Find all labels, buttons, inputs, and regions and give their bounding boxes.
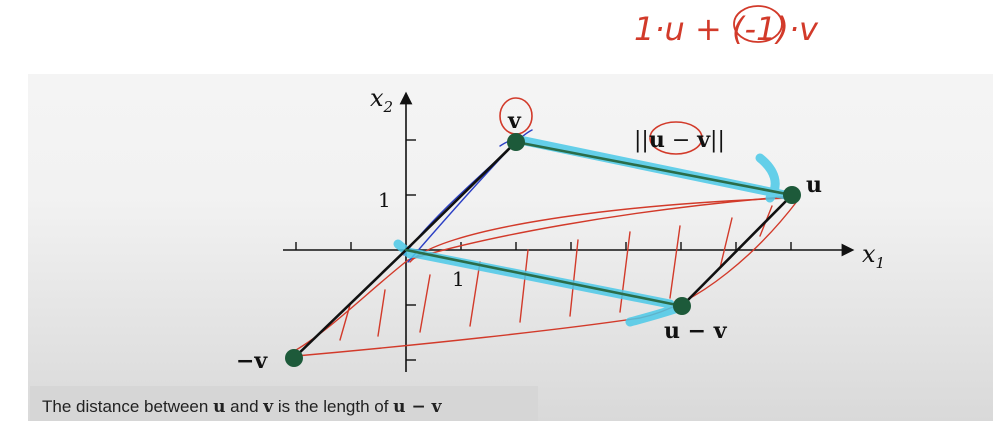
point-u — [783, 186, 801, 204]
vector-u-minus-v — [404, 248, 684, 308]
caption-mid1: and — [225, 397, 264, 416]
y-axis-label: x2 — [370, 84, 393, 116]
caption-expr: u − v — [393, 397, 442, 417]
slide-background — [28, 74, 993, 421]
point-v — [507, 133, 525, 151]
vector-neg-v — [292, 248, 408, 360]
caption-bar: The distance between u and v is the leng… — [30, 386, 538, 421]
tick-label-y-1: 1 — [378, 188, 391, 212]
label-neg-v: −v — [236, 348, 268, 374]
points — [285, 133, 801, 367]
label-u-minus-v: u − v — [664, 318, 728, 344]
segment-u-minus-v-to-u — [680, 193, 794, 308]
x-axis-sub: 1 — [876, 254, 886, 272]
segment-u-v — [514, 140, 794, 197]
svg-text:1·u + (-1)·v: 1·u + (-1)·v — [634, 10, 819, 48]
point-u-minus-v — [673, 297, 691, 315]
label-u: u — [806, 172, 822, 198]
caption-u: u — [213, 397, 226, 417]
label-v: v — [507, 108, 522, 134]
vector-v — [404, 140, 518, 252]
norm-label: ||u − v|| — [634, 127, 725, 153]
axis-ticks — [295, 139, 792, 361]
caption-pre: The distance between — [42, 397, 214, 416]
x-axis-label: x1 — [862, 240, 885, 272]
vectors — [292, 140, 794, 360]
y-axis-sub: 2 — [383, 98, 394, 116]
handwritten-formula: 1·u + (-1)·v — [634, 5, 819, 48]
tick-label-x-1: 1 — [452, 267, 465, 291]
point-neg-v — [285, 349, 303, 367]
caption-v: v — [263, 397, 274, 417]
caption-mid2: is the length of — [273, 397, 394, 416]
